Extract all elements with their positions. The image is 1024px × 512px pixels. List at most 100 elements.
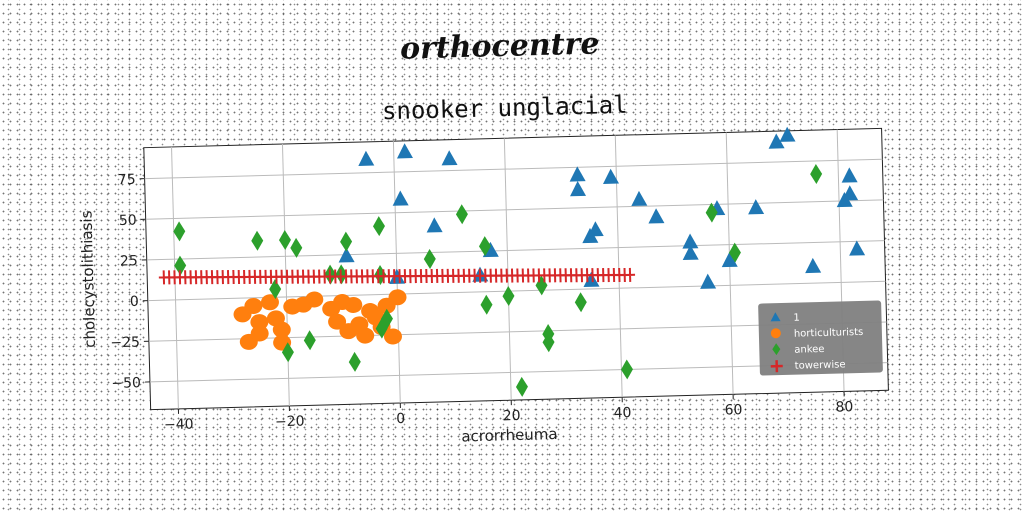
- diamond-marker: [542, 324, 555, 345]
- legend-label: towerwise: [795, 359, 846, 371]
- legend-item-towerwise: towerwise: [770, 359, 846, 373]
- x-gridline: [614, 135, 623, 398]
- circle-marker: [383, 328, 402, 345]
- y-axis-label: cholecystolithiasis: [77, 210, 99, 348]
- towerwise-plus-marker: [625, 267, 636, 282]
- circle-marker: [388, 289, 407, 306]
- triangle-marker: [849, 240, 866, 256]
- triangle-marker: [721, 251, 738, 268]
- triangle-marker: [583, 271, 600, 288]
- triangle-marker: [682, 233, 699, 249]
- triangle-marker: [700, 273, 717, 289]
- diamond-marker: [340, 231, 353, 252]
- diamond-marker: [174, 255, 187, 276]
- diamond-marker: [251, 230, 264, 251]
- diamond-marker: [728, 242, 741, 263]
- chart-title: snooker unglacial: [382, 91, 628, 125]
- diamond-marker: [502, 286, 515, 307]
- triangle-marker: [841, 167, 858, 183]
- diamond-marker: [281, 342, 294, 363]
- triangle-marker: [582, 227, 599, 244]
- circle-marker: [272, 321, 291, 338]
- diamond-marker: [375, 318, 388, 339]
- legend-item-ankee: ankee: [772, 343, 825, 356]
- grid: [144, 129, 888, 409]
- legend-item-horticulturists: horticulturists: [770, 327, 864, 340]
- triangle-marker: [779, 126, 796, 142]
- diamond-marker: [372, 216, 385, 237]
- diamond-marker: [303, 330, 316, 351]
- diamond-marker: [278, 230, 291, 251]
- x-axis-label: acrorrheuma: [461, 425, 558, 446]
- circle-marker: [244, 297, 263, 314]
- axis-ticks: −40 −20 0 20 40 60 80 −50 −25 0 25 50 75: [110, 172, 853, 433]
- triangle-marker: [358, 150, 375, 166]
- y-tick-label: −25: [110, 335, 140, 352]
- circle-marker: [305, 291, 324, 308]
- diamond-marker: [478, 236, 491, 257]
- y-tick-label: 0: [130, 294, 139, 310]
- triangle-marker: [570, 181, 587, 197]
- y-tick-label: 75: [118, 172, 136, 188]
- x-tick-label: 40: [613, 405, 631, 421]
- legend-triangle-icon: [770, 312, 781, 322]
- x-tick-label: −40: [164, 416, 194, 433]
- legend-diamond-icon: [772, 343, 781, 356]
- circle-marker: [328, 313, 347, 330]
- y-gridline: [146, 240, 885, 261]
- diamond-marker: [173, 221, 186, 242]
- legend-label: 1: [793, 313, 800, 324]
- x-tick-label: 0: [396, 411, 405, 427]
- chart-suptitle: orthocentre: [400, 26, 600, 66]
- triangle-marker: [426, 217, 443, 233]
- y-gridline: [144, 158, 883, 180]
- triangle-marker: [338, 247, 355, 263]
- triangle-marker: [392, 190, 409, 206]
- triangle-marker: [631, 190, 648, 207]
- circle-marker: [250, 314, 269, 331]
- legend-item-series-1: 1: [770, 312, 800, 324]
- legend: 1 horticulturists ankee towerwise: [758, 300, 883, 376]
- legend-label: ankee: [794, 344, 824, 356]
- triangle-marker: [441, 150, 458, 166]
- legend-plus-icon: [770, 360, 783, 373]
- diamond-marker: [348, 351, 361, 372]
- y-tick-label: −50: [111, 375, 141, 392]
- legend-box: [758, 300, 883, 376]
- triangle-marker: [648, 208, 665, 224]
- diamond-marker: [480, 294, 493, 315]
- circle-marker: [250, 325, 269, 342]
- x-gridline: [281, 144, 290, 406]
- diamond-marker: [574, 292, 587, 313]
- diamond-marker: [269, 279, 282, 300]
- triangle-marker: [748, 199, 765, 215]
- triangle-marker: [842, 185, 859, 201]
- x-tick-label: 20: [503, 408, 521, 424]
- diamond-marker: [515, 376, 528, 397]
- triangle-marker: [805, 257, 822, 274]
- triangle-marker: [768, 133, 785, 149]
- diamond-marker: [620, 359, 633, 380]
- circle-marker: [356, 327, 375, 344]
- legend-label: horticulturists: [794, 327, 864, 340]
- y-gridline: [145, 199, 884, 220]
- circle-marker: [344, 296, 363, 313]
- diamond-marker: [290, 237, 303, 258]
- diamond-marker: [705, 202, 718, 223]
- data-marks: [158, 126, 866, 397]
- diamond-marker: [455, 204, 468, 225]
- triangle-marker: [396, 143, 413, 159]
- triangle-marker: [682, 244, 699, 261]
- diamond-marker: [380, 308, 393, 329]
- x-tick-label: 80: [835, 399, 853, 415]
- plot-area: −40 −20 0 20 40 60 80 −50 −25 0 25 50 75 1 horticult…: [77, 126, 889, 446]
- triangle-marker: [569, 166, 586, 182]
- x-tick-label: −20: [275, 414, 305, 431]
- x-gridline: [503, 138, 512, 401]
- triangle-marker: [603, 168, 620, 184]
- diamond-marker: [810, 164, 823, 185]
- y-tick-label: 50: [119, 212, 137, 228]
- diamond-marker: [423, 249, 436, 270]
- legend-circle-icon: [770, 328, 781, 339]
- circle-marker: [260, 294, 279, 311]
